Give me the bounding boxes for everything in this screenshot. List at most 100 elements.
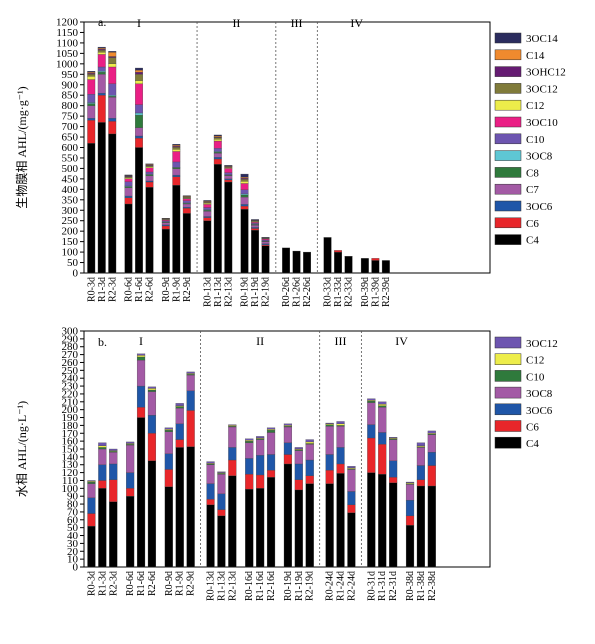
panel-a-bar-R1-9d-C14 <box>173 145 181 146</box>
panel-a-bar-R0-19d-C7 <box>241 197 249 204</box>
panel-a-ytick-label: 400 <box>62 184 79 196</box>
panel-a-bar-R1-3d-C6 <box>98 95 106 122</box>
panel-b-bar-R0-9d-3OC12 <box>165 428 173 430</box>
panel-a-legend-label-3OC8: 3OC8 <box>526 151 553 163</box>
panel-b-bar-R2-24d-3OC6 <box>348 491 356 504</box>
panel-b-bar-R1-9d-3OC12 <box>176 403 184 405</box>
panel-b-bar-R1-16d-C6 <box>256 475 264 488</box>
panel-a-phase-label: II <box>232 16 240 30</box>
panel-a-bar-R2-3d-3OC6 <box>108 118 116 121</box>
panel-a-bar-R1-13d-C12 <box>214 139 222 141</box>
panel-a-bar-R2-3d-3OC10 <box>108 67 116 84</box>
panel-a-bar-R2-13d-3OC14 <box>225 165 233 166</box>
panel-b-bar-R1-16d-3OC6 <box>256 455 264 475</box>
panel-b-bar-R0-19d-3OC8 <box>284 427 292 443</box>
panel-b-bar-R0-19d-C6 <box>284 455 292 464</box>
panel-a-bar-R1-9d-C8 <box>173 168 181 169</box>
panel-a-bar-R0-13d-3OC14 <box>204 200 212 201</box>
panel-a-bar-R1-9d-C6 <box>173 177 181 185</box>
panel-a-bar-R0-6d-3OC10 <box>125 179 133 182</box>
panel-a-bar-R2-19d-3OC10 <box>262 239 270 240</box>
panel-a-bar-R1-3d-C10 <box>98 67 106 71</box>
panel-a-legend-label-C6: C6 <box>526 218 539 230</box>
panel-b-bar-R0-9d-C4 <box>165 487 173 567</box>
panel-b-bar-R2-16d-C6 <box>267 470 275 477</box>
panel-b-bar-R2-19d-3OC8 <box>306 444 314 460</box>
panel-a-bar-R1-6d-C6 <box>135 138 143 147</box>
panel-a-bar-R1-6d-3OHC12 <box>135 72 143 74</box>
panel-a-bar-R1-13d-C14 <box>214 136 222 137</box>
panel-b-bar-R0-31d-3OC6 <box>367 425 375 438</box>
panel-a-ytick-label: 550 <box>62 152 79 164</box>
panel-a-xtick-label: R0-19d <box>240 277 251 307</box>
panel-a-bar-R0-19d-3OC12 <box>241 179 249 181</box>
panel-a-legend-label-C4: C4 <box>526 235 539 247</box>
panel-b-bar-R2-13d-C4 <box>228 476 236 567</box>
panel-b-bar-R2-16d-3OC6 <box>267 455 275 471</box>
panel-a-bar-R1-3d-C8 <box>98 72 106 74</box>
panel-b-bar-R0-6d-3OC12 <box>126 442 134 444</box>
panel-a-bar-R0-3d-C8 <box>87 104 95 106</box>
panel-b-bar-R1-24d-C12 <box>337 424 345 426</box>
panel-a-bar-R2-13d-C10 <box>225 173 233 175</box>
panel-a-bar-R0-9d-3OC6 <box>162 225 170 226</box>
panel-b-bar-R0-6d-C6 <box>126 488 134 496</box>
panel-a-bar-R1-9d-3OC10 <box>173 151 181 161</box>
panel-a-ytick-label: 300 <box>62 205 79 217</box>
panel-b-legend-label-3OC8: 3OC8 <box>526 388 553 400</box>
panel-a-legend-swatch-C12 <box>495 100 521 110</box>
panel-b-bar-R0-3d-C6 <box>88 514 96 527</box>
panel-a-bar-R1-3d-C7 <box>98 74 106 93</box>
panel-b-bar-R0-9d-3OC6 <box>165 454 173 470</box>
panel-a-legend-label-3OC12: 3OC12 <box>526 83 558 95</box>
panel-a-bar-R1-6d-C14 <box>135 70 143 72</box>
panel-b-bar-R1-38d-C6 <box>417 480 425 486</box>
panel-b-bar-R1-31d-C12 <box>378 404 386 406</box>
panel-a-legend-swatch-3OC12 <box>495 83 521 93</box>
panel-a-xtick-label: R1-19d <box>250 277 261 307</box>
panel-b-bar-R1-31d-3OC12 <box>378 402 386 404</box>
panel-b-bar-R0-13d-C4 <box>207 505 215 567</box>
panel-b-bar-R2-6d-C6 <box>148 433 156 461</box>
panel-b-bar-R1-38d-3OC12 <box>417 443 425 446</box>
panel-a-bar-R2-6d-C8 <box>146 175 154 176</box>
panel-a-bar-R1-6d-3OC6 <box>135 136 143 138</box>
panel-a-bar-R1-9d-C12 <box>173 149 181 151</box>
panel-b-bar-R0-6d-3OC6 <box>126 473 134 489</box>
panel-a-bar-R0-6d-3OC12 <box>125 177 133 178</box>
panel-a-bar-R2-3d-C6 <box>108 121 116 134</box>
panel-a-bar-R0-3d-3OC12 <box>87 74 95 76</box>
panel-a-xtick-label: R1-6d <box>134 277 145 302</box>
panel-a-legend-label-C10: C10 <box>526 134 545 146</box>
panel-a-bar-R0-13d-C8 <box>204 210 212 211</box>
panel-b-bar-R1-9d-C6 <box>176 440 184 448</box>
panel-b-xtick-label: R0-16d <box>244 571 255 601</box>
panel-a-bar-R1-13d-3OC6 <box>214 157 222 159</box>
panel-a-phase-label: III <box>291 16 303 30</box>
panel-b-xtick-label: R2-19d <box>305 571 316 601</box>
panel-a-ytick-label: 850 <box>62 90 79 102</box>
panel-b-bar-R1-6d-3OC6 <box>137 386 145 407</box>
panel-b-xtick-label: R0-31d <box>366 571 377 601</box>
panel-b-bar-R2-31d-3OC6 <box>389 461 397 478</box>
panel-a-xtick-label: R0-39d <box>360 277 371 307</box>
panel-b-bar-R2-24d-3OC12 <box>348 466 356 468</box>
panel-a-legend-label-3OHC12: 3OHC12 <box>526 67 566 79</box>
panel-b-bar-R0-3d-C10 <box>88 482 96 484</box>
panel-b-bar-R0-16d-3OC8 <box>245 443 253 459</box>
panel-b-bar-R0-31d-C10 <box>367 401 375 403</box>
panel-b-bar-R2-9d-C6 <box>187 410 195 446</box>
panel-a-bar-R2-9d-3OC6 <box>183 207 191 208</box>
panel-a-bar-R1-19d-C4 <box>251 230 259 273</box>
panel-b-bar-R2-24d-C6 <box>348 505 356 513</box>
panel-a-bar-R2-19d-3OC6 <box>262 244 270 245</box>
panel-a-bar-R2-9d-C4 <box>183 213 191 273</box>
panel-b-bar-R2-19d-C6 <box>306 476 314 484</box>
panel-a-legend-label-3OC10: 3OC10 <box>526 117 558 129</box>
panel-b-xtick-label: R2-16d <box>266 571 277 601</box>
panel-a-bar-R2-3d-3OC12 <box>108 58 116 64</box>
panel-b-bar-R0-24d-3OC8 <box>326 426 334 454</box>
panel-b-phase-label: II <box>256 334 264 348</box>
panel-a-bar-R2-9d-C6 <box>183 208 191 213</box>
